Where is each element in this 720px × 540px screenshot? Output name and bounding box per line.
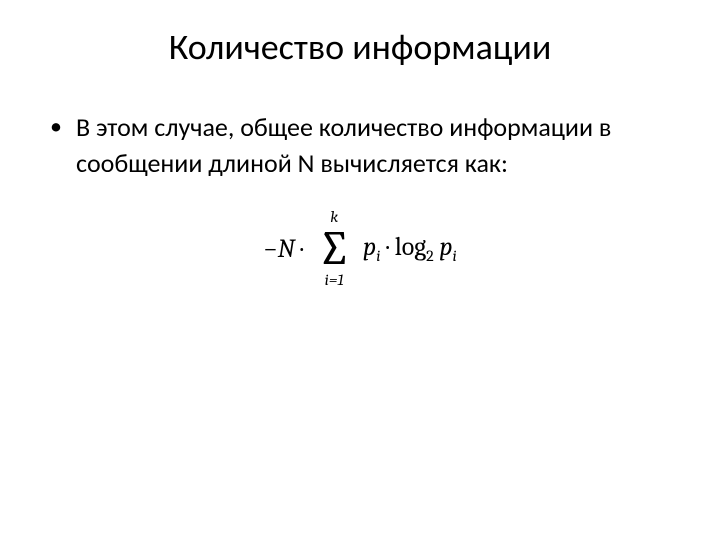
sub-i-2: i [453, 247, 457, 265]
sigma-symbol: ∑ [317, 227, 351, 270]
minus-sign: − [263, 234, 277, 264]
dot-1: · [300, 234, 303, 264]
formula-row: −N · k ∑ i=1 pi · log2 pi [263, 209, 456, 288]
formula-term: pi · log2 pi [363, 232, 457, 265]
slide-container: Количество информации • В этом случае, о… [0, 0, 720, 540]
bullet-text: В этом случае, общее количество информац… [76, 109, 660, 181]
log-base: 2 [426, 247, 434, 265]
var-p-2: p [439, 232, 452, 262]
slide-title: Количество информации [40, 25, 680, 69]
sum-lower: i=1 [325, 272, 344, 288]
log-text: log [395, 232, 426, 262]
dot-2: · [386, 232, 389, 262]
bullet-item: • В этом случае, общее количество информ… [50, 109, 660, 181]
formula-prefix: −N · [263, 234, 303, 264]
var-N: N [278, 234, 295, 264]
var-p-1: p [363, 232, 376, 262]
sub-i-1: i [376, 247, 380, 265]
bullet-marker: • [50, 109, 62, 145]
summation: k ∑ i=1 [317, 209, 351, 288]
formula: −N · k ∑ i=1 pi · log2 pi [40, 209, 680, 288]
